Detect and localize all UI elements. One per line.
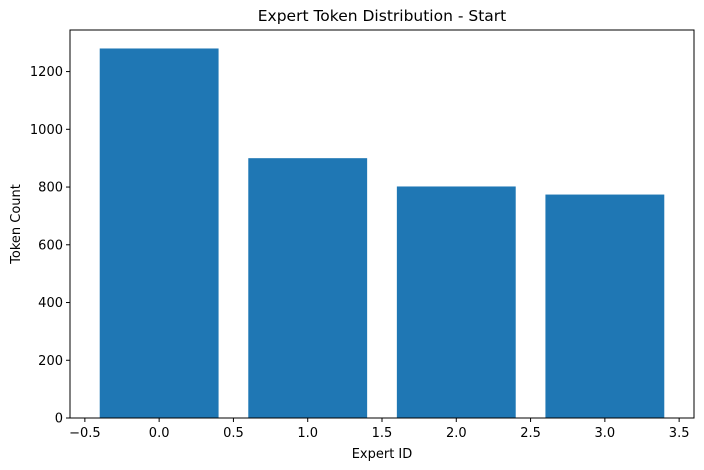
x-tick-label: 0.0: [149, 426, 170, 441]
bar-expert-0: [99, 48, 219, 418]
y-tick-label: 800: [38, 181, 63, 196]
y-tick-label: 0: [55, 412, 63, 427]
bar-expert-2: [396, 186, 516, 418]
y-tick-label: 1000: [30, 123, 63, 138]
x-tick-label: 1.5: [372, 426, 393, 441]
y-tick-label: 600: [38, 238, 63, 253]
y-tick-label: 200: [38, 354, 63, 369]
y-axis-label: Token Count: [9, 184, 24, 265]
bars-group: [99, 48, 665, 418]
y-tick-label: 400: [38, 296, 63, 311]
x-tick-label: 3.5: [669, 426, 690, 441]
x-axis-ticks: −0.5 0.0 0.5 1.0 1.5 2.0 2.5 3.0 3.5: [69, 418, 689, 441]
x-tick-label: 3.0: [595, 426, 616, 441]
y-tick-label: 1200: [30, 65, 63, 80]
bar-expert-3: [545, 194, 665, 418]
x-tick-label: 0.5: [223, 426, 244, 441]
x-tick-label: 2.5: [520, 426, 541, 441]
x-tick-label: 1.0: [297, 426, 318, 441]
bar-expert-1: [248, 158, 368, 418]
x-axis-label: Expert ID: [352, 447, 413, 462]
x-tick-label: 2.0: [446, 426, 467, 441]
chart-title: Expert Token Distribution - Start: [258, 7, 506, 25]
y-axis-ticks: 0 200 400 600 800 1000 1200: [30, 65, 70, 427]
x-tick-label: −0.5: [69, 426, 101, 441]
